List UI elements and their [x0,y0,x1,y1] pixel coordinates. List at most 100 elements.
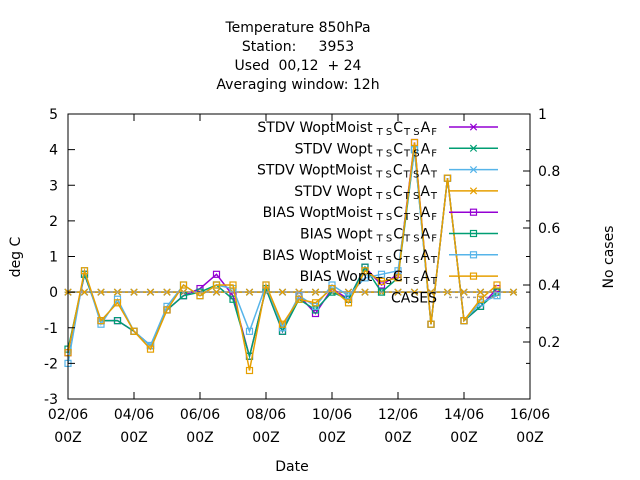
legend-label-normal: A [420,184,430,200]
legend-entry-label: BIAS WoptMoist T SCT SAT [262,248,438,266]
legend-label-subscript: T S [403,212,420,223]
data-point [344,299,353,307]
legend-label-subscript: T S [376,148,393,159]
x-tick-label: 06/06 [180,407,220,423]
data-point [97,317,105,325]
legend-label-subscript: T S [403,170,420,181]
data-point [146,345,155,353]
y-tick-label: 4 [49,143,58,159]
y2-tick-label: 0.2 [538,335,560,351]
legend-label-normal: C [393,163,403,179]
legend-label-normal: A [420,248,430,264]
legend-label-main: STDV Wopt [295,141,373,157]
legend-label-main: CASES [391,290,437,306]
legend-entry-label: BIAS WoptMoist T SCT SAF [263,205,438,223]
y-tick-label: -3 [44,392,58,408]
data-point [377,288,386,296]
legend-label-main: STDV WoptMoist [257,120,373,136]
legend-entry-label: STDV WoptMoist T SCT SAT [257,163,438,181]
legend-label-normal: A [421,141,431,157]
legend-label-main: BIAS Wopt [300,227,373,243]
legend-label-subscript: T [430,191,438,202]
y-tick-label: 1 [49,250,58,266]
y2-tick-label: 1 [538,107,547,123]
legend-label-subscript: F [431,127,437,138]
legend-label-normal: C [393,227,403,243]
y2-tick-label: 0.4 [538,278,560,294]
legend-label-subscript: T S [375,276,392,287]
data-point [394,274,402,282]
data-point [460,317,468,325]
x-tick-label: 00Z [318,430,345,446]
legend-label-normal: A [421,205,431,221]
x-tick-label: 02/06 [48,407,88,423]
chart-title: Temperature 850hPa Station: 3953 Used 00… [216,20,379,93]
legend-swatch-marker [469,165,478,174]
legend-label-subscript: T [430,170,438,181]
x-tick-label: 14/06 [444,407,484,423]
legend-label-subscript: T S [376,212,393,223]
legend-entry-label: BIAS Wopt T SCT SAF [300,227,437,245]
x-tick-label: 00Z [120,430,147,446]
legend-label-subscript: T S [403,127,420,138]
legend-label-subscript: F [431,148,437,159]
y2-axis-label: No cases [601,226,617,289]
legend-label-subscript: T S [403,234,420,245]
legend-entry-label: STDV Wopt T SCT SAF [295,141,438,159]
legend-label-main: STDV WoptMoist [257,163,373,179]
legend-label-subscript: F [431,234,437,245]
y-tick-label: 0 [49,285,58,301]
y-tick-label: 3 [49,178,58,194]
legend-label-normal: C [393,141,403,157]
legend-label-subscript: T S [376,127,393,138]
data-point [229,281,237,289]
y-axis-label: deg C [8,236,24,277]
data-point [163,306,171,314]
data-point [493,281,501,289]
x-tick-label: 08/06 [246,407,286,423]
x-tick-label: 04/06 [114,407,154,423]
chart-axes: -3 -2 -1 0 1 2 3 4 5 0.2 0.4 0.6 0.8 1 02/06 00Z 04/06 00… [44,107,560,446]
x-tick-label: 00Z [252,430,279,446]
data-point [311,299,320,307]
data-point [262,281,270,289]
legend-label-subscript: F [431,212,437,223]
chart-title-line: Used 00,12 + 24 [235,58,362,74]
legend-swatch-marker [469,144,478,152]
data-point [113,299,122,307]
legend-entry-label: STDV WoptMoist T SCT SAF [257,120,437,138]
data-point [443,174,452,182]
legend-label-normal: C [393,205,403,221]
legend-label-subscript: T [430,255,438,266]
x-tick-label: 16/06 [510,407,550,423]
y2-tick-label: 0.6 [538,221,560,237]
legend-label-main: BIAS WoptMoist [262,248,372,264]
data-point [245,327,254,335]
legend-label-subscript: T S [403,191,420,202]
x-tick-label: 10/06 [312,407,352,423]
legend-label-subscript: T S [403,148,420,159]
legend-entry-label: CASES [391,290,437,306]
y-tick-label: -2 [44,356,58,372]
legend-label-subscript: T S [375,170,392,181]
data-point [212,281,221,289]
legend-label-main: BIAS WoptMoist [263,205,373,221]
chart-title-line: Temperature 850hPa [224,20,370,36]
legend-label-normal: C [393,184,403,200]
legend-entry-label: STDV Wopt T SCT SAT [294,184,438,202]
chart-title-line: Averaging window: 12h [216,77,379,93]
legend-label-normal: A [420,269,430,285]
legend-swatch-marker [469,251,478,259]
legend-label-subscript: T S [375,255,392,266]
series-path [67,142,498,371]
data-point [476,295,485,303]
data-point [361,267,369,275]
legend-entry-label: BIAS Wopt T SCT SAT [300,269,438,287]
legend-label-subscript: T S [403,255,420,266]
data-point [80,267,89,275]
legend-label-main: STDV Wopt [294,184,372,200]
legend-swatch-marker [469,229,478,238]
y-tick-label: -1 [44,321,58,337]
